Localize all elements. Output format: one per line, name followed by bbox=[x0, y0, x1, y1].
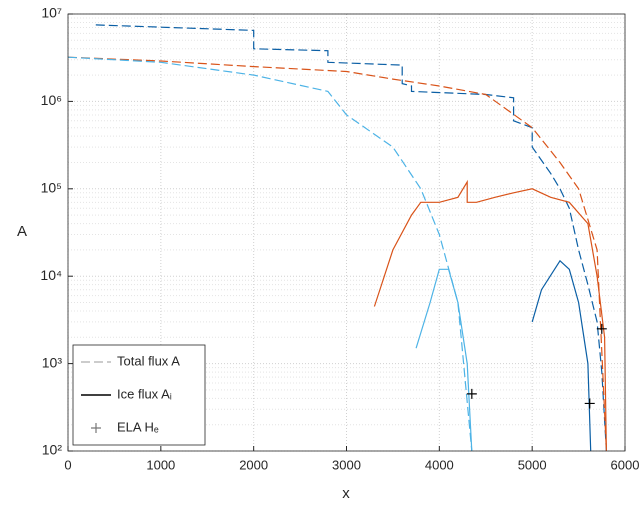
marker-shape bbox=[466, 388, 477, 399]
y-tick-label: 10⁷ bbox=[41, 5, 62, 21]
ela-marker bbox=[596, 323, 607, 334]
series-line bbox=[373, 179, 607, 452]
ela-marker bbox=[584, 398, 595, 409]
x-tick-label: 4000 bbox=[425, 457, 454, 472]
x-tick-label: 5000 bbox=[518, 457, 547, 472]
series-line bbox=[531, 259, 592, 452]
y-axis-label: A bbox=[17, 223, 27, 240]
y-tick-label: 10⁶ bbox=[41, 92, 62, 108]
y-tick-label: 10⁵ bbox=[41, 180, 62, 196]
y-tick-label: 10³ bbox=[42, 354, 63, 370]
x-tick-label: 6000 bbox=[611, 457, 640, 472]
marker-shape bbox=[584, 398, 595, 409]
marker-shape bbox=[596, 323, 607, 334]
series-line bbox=[67, 56, 607, 452]
x-tick-label: 1000 bbox=[146, 457, 175, 472]
x-tick-label: 2000 bbox=[239, 457, 268, 472]
axes-box bbox=[67, 13, 626, 452]
series-line bbox=[95, 24, 607, 452]
y-tick-label: 10⁴ bbox=[40, 267, 62, 283]
x-axis-label: x bbox=[342, 485, 350, 502]
legend-marker bbox=[91, 423, 101, 433]
legend-label: Total flux A bbox=[117, 353, 180, 368]
ela-marker bbox=[466, 388, 477, 399]
legend-label: ELA Hₑ bbox=[117, 419, 159, 434]
y-tick-label: 10² bbox=[42, 442, 63, 458]
legend-label: Ice flux Aᵢ bbox=[117, 386, 172, 401]
series-line bbox=[67, 56, 473, 452]
series-line bbox=[415, 268, 473, 452]
x-tick-label: 3000 bbox=[332, 457, 361, 472]
x-tick-label: 0 bbox=[64, 457, 71, 472]
